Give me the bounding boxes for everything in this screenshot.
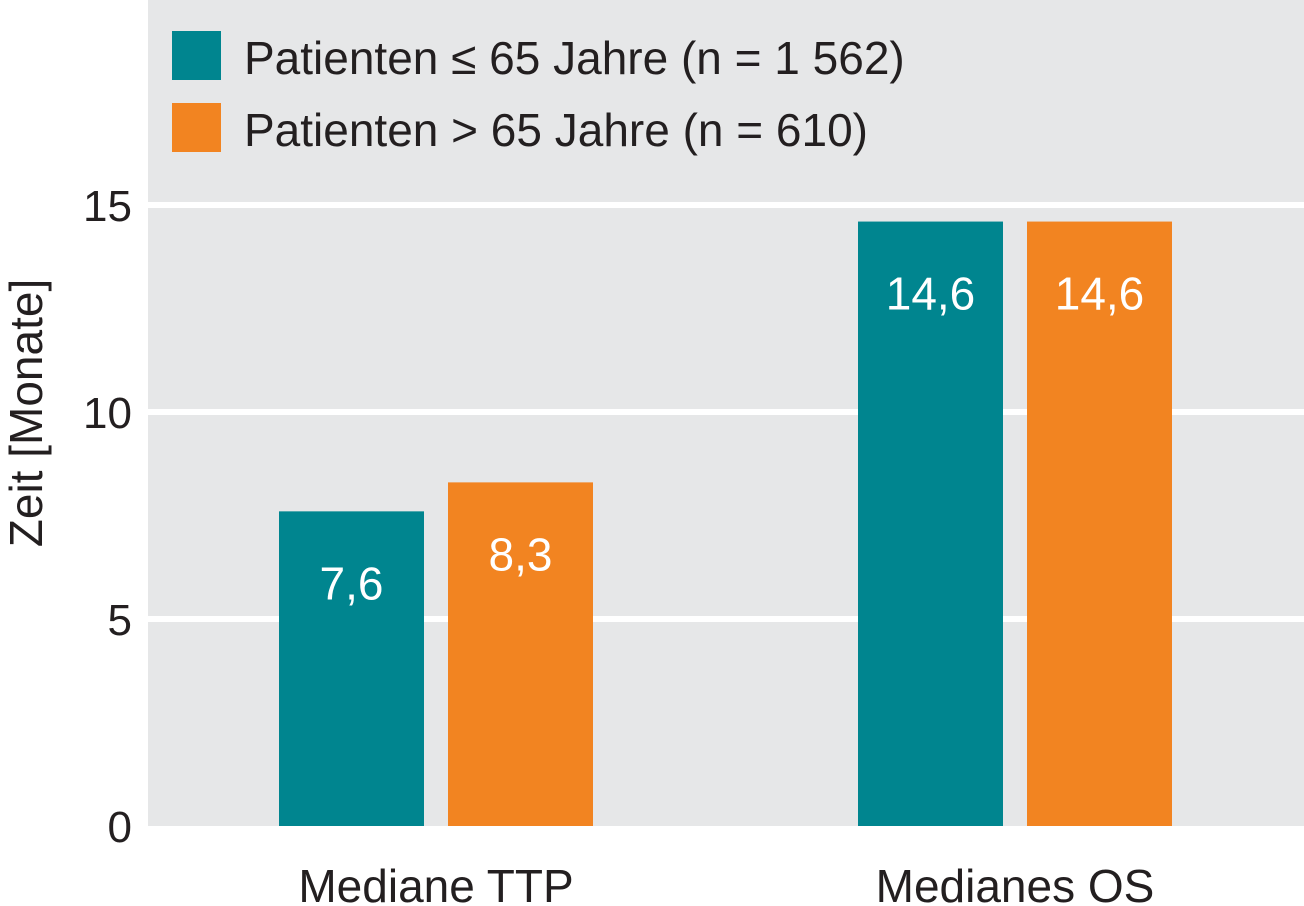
legend-label: Patienten ≤ 65 Jahre (n = 1 562) [244,32,905,84]
bar [448,482,593,826]
x-axis-categories: Mediane TTP Medianes OS [298,860,1154,906]
bar [279,511,424,826]
y-axis-ticks: 0 5 10 15 [83,182,132,852]
legend-swatch [172,103,221,152]
bar [858,221,1003,826]
y-tick-label: 10 [83,389,132,438]
legend-swatch [172,31,221,80]
data-label: 14,6 [1055,268,1145,320]
bar [1027,221,1172,826]
legend-label: Patienten > 65 Jahre (n = 610) [244,104,868,156]
data-label: 7,6 [320,557,384,609]
y-tick-label: 0 [108,803,132,852]
data-label: 8,3 [489,528,553,580]
y-axis-label: Zeit [Monate] [0,279,52,547]
x-category-label: Mediane TTP [298,860,573,906]
x-category-label: Medianes OS [876,860,1155,906]
legend: Patienten ≤ 65 Jahre (n = 1 562) Patiente… [172,31,905,156]
y-tick-label: 5 [108,596,132,645]
bars: 7,6 8,3 14,6 14,6 [279,221,1172,826]
y-tick-label: 15 [83,182,132,231]
data-label: 14,6 [886,268,976,320]
